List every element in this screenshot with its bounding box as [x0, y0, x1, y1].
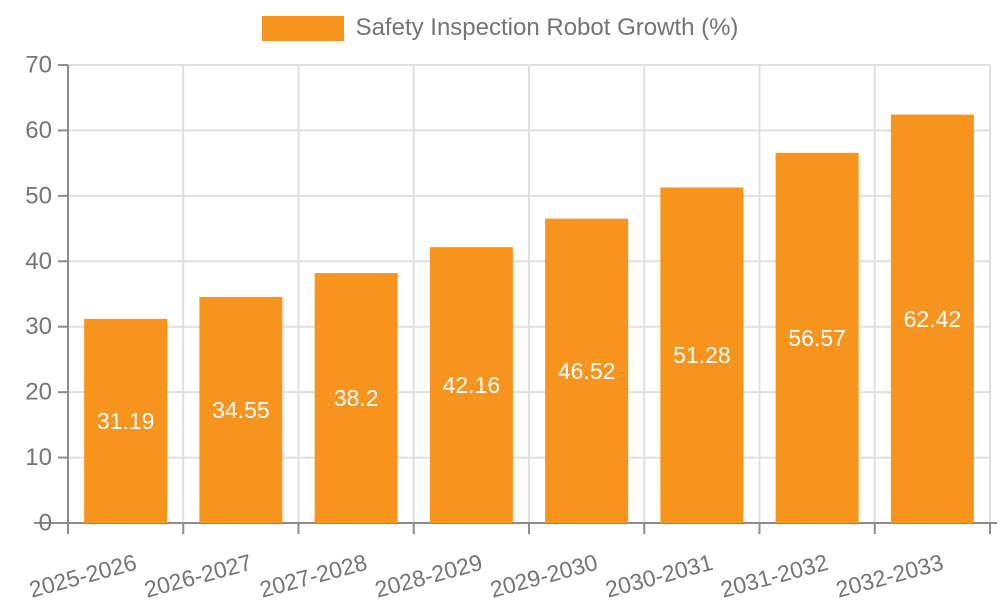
y-tick-label: 0 — [39, 510, 52, 537]
x-tick-label: 2029-2030 — [487, 549, 600, 600]
bar — [890, 114, 974, 524]
bar — [429, 247, 513, 523]
bar — [545, 218, 629, 523]
bar-value-label: 56.57 — [788, 325, 846, 351]
bar — [775, 152, 859, 523]
x-tick-label: 2026-2027 — [142, 549, 255, 600]
x-tick-label: 2032-2033 — [833, 549, 946, 600]
bar — [660, 187, 744, 523]
y-tick-label: 10 — [25, 444, 52, 471]
y-tick-label: 20 — [25, 379, 52, 406]
bar — [314, 273, 398, 523]
y-tick-label: 70 — [25, 52, 52, 79]
y-tick-label: 60 — [25, 117, 52, 144]
x-tick-label: 2027-2028 — [257, 549, 370, 600]
bar-value-label: 46.52 — [558, 358, 616, 384]
bar-value-label: 38.2 — [334, 385, 379, 411]
bar-value-label: 62.42 — [904, 306, 962, 332]
bar-value-label: 42.16 — [443, 372, 501, 398]
legend-swatch-icon — [261, 15, 344, 41]
bar-value-label: 31.19 — [97, 408, 155, 434]
y-tick-label: 30 — [25, 313, 52, 340]
x-tick-label: 2028-2029 — [372, 549, 485, 600]
bar-value-label: 34.55 — [212, 397, 270, 423]
y-tick-label: 40 — [25, 248, 52, 275]
bar — [84, 318, 168, 523]
legend-label: Safety Inspection Robot Growth (%) — [355, 14, 739, 41]
y-tick-label: 50 — [25, 182, 52, 209]
legend[interactable]: Safety Inspection Robot Growth (%) — [0, 14, 1000, 42]
x-tick-label: 2031-2032 — [718, 549, 831, 600]
bar — [199, 296, 283, 523]
x-tick-label: 2025-2026 — [26, 549, 139, 600]
x-tick-label: 2030-2031 — [603, 549, 716, 600]
bar-value-label: 51.28 — [673, 342, 731, 368]
